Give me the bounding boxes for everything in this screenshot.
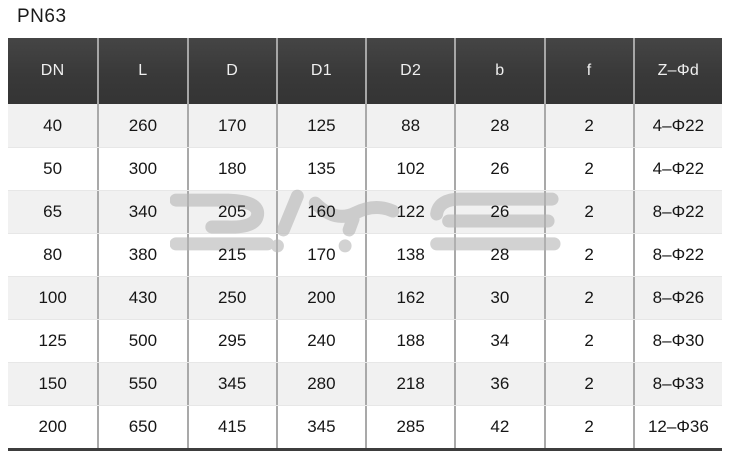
table-cell: 2 <box>543 363 633 405</box>
table-cell: 26 <box>454 148 543 190</box>
table-cell: 345 <box>186 363 276 405</box>
table-cell: 380 <box>97 234 186 276</box>
table-row: 65 340 205 160 122 26 2 8–Φ22 <box>8 190 722 233</box>
column-header: L <box>97 38 186 104</box>
table-cell: 2 <box>543 104 633 147</box>
table-cell: 160 <box>275 191 365 233</box>
table-row: 200 650 415 345 285 42 2 12–Φ36 <box>8 405 722 448</box>
table-cell: 2 <box>543 148 633 190</box>
table-cell: 50 <box>43 159 63 178</box>
table-cell: 30 <box>454 277 543 319</box>
column-header: D1 <box>275 38 365 104</box>
table-cell: 240 <box>275 320 365 362</box>
table-cell: 125 <box>38 331 67 350</box>
table-cell: 200 <box>275 277 365 319</box>
table-cell: 650 <box>97 406 186 448</box>
table-cell: 8–Φ22 <box>632 234 722 276</box>
table-cell: 170 <box>186 104 276 147</box>
table-cell: 34 <box>454 320 543 362</box>
table-cell: 8–Φ22 <box>632 191 722 233</box>
table-cell: 200 <box>38 417 67 436</box>
table-row: 150 550 345 280 218 36 2 8–Φ33 <box>8 362 722 405</box>
table-cell: 550 <box>97 363 186 405</box>
table-cell: 8–Φ33 <box>632 363 722 405</box>
table-cell: 218 <box>365 363 454 405</box>
table-cell: 42 <box>454 406 543 448</box>
table-row: 100 430 250 200 162 30 2 8–Φ26 <box>8 276 722 319</box>
table-cell: 2 <box>543 191 633 233</box>
table-cell: 88 <box>365 104 454 147</box>
column-header: b <box>454 38 543 104</box>
table-cell: 8–Φ30 <box>632 320 722 362</box>
table-cell: 215 <box>186 234 276 276</box>
column-header: f <box>543 38 633 104</box>
table-cell: 26 <box>454 191 543 233</box>
table-cell: 4–Φ22 <box>632 148 722 190</box>
table-cell: 2 <box>543 406 633 448</box>
table-cell: 260 <box>97 104 186 147</box>
column-header: DN <box>40 62 65 79</box>
column-header: D2 <box>365 38 454 104</box>
table-body: 40 260 170 125 88 28 2 4–Φ22 50 300 180 135 102 26 2 4–… <box>8 104 722 448</box>
table-cell: 4–Φ22 <box>632 104 722 147</box>
table-cell: 28 <box>454 104 543 147</box>
table-cell: 430 <box>97 277 186 319</box>
table-cell: 280 <box>275 363 365 405</box>
column-header: Z–Φd <box>632 38 722 104</box>
table-cell: 340 <box>97 191 186 233</box>
table-cell: 345 <box>275 406 365 448</box>
table-row: 80 380 215 170 138 28 2 8–Φ22 <box>8 233 722 276</box>
table-cell: 138 <box>365 234 454 276</box>
table-cell: 12–Φ36 <box>632 406 722 448</box>
table-row: 50 300 180 135 102 26 2 4–Φ22 <box>8 147 722 190</box>
table-cell: 415 <box>186 406 276 448</box>
table-cell: 205 <box>186 191 276 233</box>
table-row: 40 260 170 125 88 28 2 4–Φ22 <box>8 104 722 147</box>
table-cell: 295 <box>186 320 276 362</box>
table-cell: 2 <box>543 320 633 362</box>
table-cell: 65 <box>43 202 63 221</box>
table-cell: 150 <box>38 374 67 393</box>
table-cell: 100 <box>38 288 67 307</box>
table-cell: 102 <box>365 148 454 190</box>
table-cell: 300 <box>97 148 186 190</box>
table-cell: 80 <box>43 245 63 264</box>
table-cell: 285 <box>365 406 454 448</box>
table-cell: 170 <box>275 234 365 276</box>
table-cell: 40 <box>43 115 63 135</box>
table-cell: 180 <box>186 148 276 190</box>
table-row: 125 500 295 240 188 34 2 8–Φ30 <box>8 319 722 362</box>
table-cell: 135 <box>275 148 365 190</box>
table-cell: 500 <box>97 320 186 362</box>
table-cell: 250 <box>186 277 276 319</box>
table-cell: 188 <box>365 320 454 362</box>
table-cell: 122 <box>365 191 454 233</box>
table-cell: 36 <box>454 363 543 405</box>
table-cell: 162 <box>365 277 454 319</box>
table-cell: 8–Φ26 <box>632 277 722 319</box>
dimension-spec-table: DN L D D1 D2 b f Z–Φd 40 260 170 125 88 28 2 4–Φ22 50 30… <box>8 38 722 451</box>
column-header: D <box>186 38 276 104</box>
page-title: PN63 <box>17 6 67 27</box>
table-cell: 2 <box>543 277 633 319</box>
table-header-row: DN L D D1 D2 b f Z–Φd <box>8 38 722 104</box>
table-cell: 125 <box>275 104 365 147</box>
table-cell: 2 <box>543 234 633 276</box>
table-cell: 28 <box>454 234 543 276</box>
